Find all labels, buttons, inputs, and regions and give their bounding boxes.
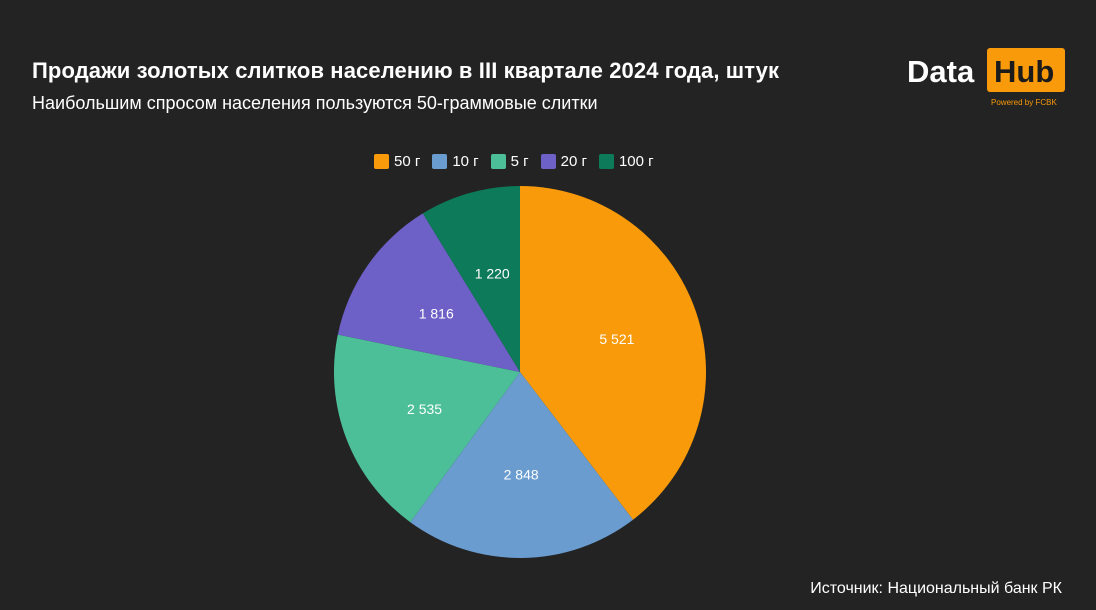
legend-item: 100 г — [598, 152, 654, 170]
slice-value-label: 5 521 — [599, 331, 634, 347]
logo-powered-by: Powered by FCBK — [991, 98, 1057, 107]
pie-slice — [337, 213, 520, 372]
pie-slice — [334, 334, 520, 523]
chart-title: Продажи золотых слитков населению в III … — [32, 58, 780, 83]
legend-label: 100 г — [618, 152, 654, 170]
legend-swatch — [374, 153, 389, 169]
legend-swatch — [432, 153, 448, 169]
legend-swatch — [598, 153, 614, 169]
slice-value-label: 1 816 — [419, 305, 454, 321]
legend-swatch — [540, 153, 556, 169]
legend-swatch — [490, 153, 506, 169]
source-note: Источник: Национальный банк РК — [810, 580, 1062, 597]
legend-item: 10 г — [432, 152, 479, 170]
legend-item: 20 г — [540, 152, 587, 170]
logo-word-hub: Hub — [994, 54, 1055, 89]
pie-slice — [520, 186, 706, 520]
slice-value-label: 1 220 — [475, 266, 510, 282]
legend-item: 50 г — [374, 153, 420, 170]
legend-label: 50 г — [394, 152, 421, 170]
chart-legend: 50 г 10 г 5 г 20 г 100 г — [374, 151, 654, 171]
slice-value-label: 2 535 — [407, 401, 442, 417]
pie-slice — [422, 186, 520, 372]
datahub-logo: Data Hub Powered by FCBK — [907, 48, 1067, 112]
slice-value-label: 2 848 — [504, 466, 539, 482]
legend-label: 10 г — [452, 152, 479, 170]
pie-slice — [410, 372, 634, 558]
chart-subtitle: Наибольшим спросом населения пользуются … — [32, 93, 598, 113]
legend-item: 5 г — [490, 152, 529, 170]
legend-label: 20 г — [560, 152, 587, 170]
logo-box: Hub — [987, 48, 1065, 92]
legend-label: 5 г — [510, 152, 529, 170]
logo-word-data: Data — [907, 54, 975, 89]
